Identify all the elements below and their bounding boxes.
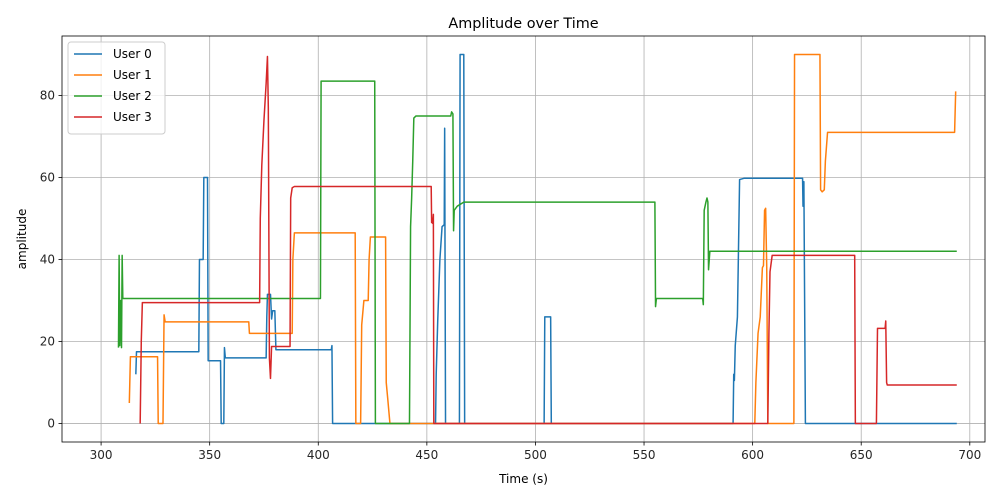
chart-title: Amplitude over Time [448, 16, 598, 32]
y-axis-ticks: 0 20 40 60 80 [40, 88, 62, 431]
y-axis-label: amplitude [15, 209, 29, 270]
x-tick-label: 550 [633, 448, 656, 462]
y-tick-label: 0 [47, 417, 55, 431]
series-line-user-3 [139, 55, 957, 425]
y-tick-label: 40 [40, 253, 55, 267]
series-line-user-2 [117, 80, 957, 425]
plot-frame [61, 35, 986, 443]
legend-label: User 3 [113, 110, 152, 124]
legend-label: User 2 [113, 89, 152, 103]
x-tick-label: 300 [90, 448, 113, 462]
x-tick-label: 700 [958, 448, 981, 462]
legend-label: User 0 [113, 47, 152, 61]
y-tick-label: 60 [40, 170, 55, 184]
x-tick-label: 350 [198, 448, 221, 462]
x-axis-ticks: 300 350 400 450 500 550 600 650 700 [90, 442, 981, 462]
x-tick-label: 500 [524, 448, 547, 462]
series-layer [117, 53, 957, 425]
x-tick-label: 650 [850, 448, 873, 462]
x-axis-label: Time (s) [498, 472, 548, 486]
x-tick-label: 450 [415, 448, 438, 462]
series-line-user-0 [135, 53, 957, 425]
legend: User 0 User 1 User 2 User 3 [67, 41, 166, 135]
x-tick-label: 400 [307, 448, 330, 462]
y-tick-label: 20 [40, 335, 55, 349]
series-line-user-1 [128, 53, 957, 425]
y-tick-label: 80 [40, 88, 55, 102]
legend-box [67, 41, 166, 135]
x-tick-label: 600 [741, 448, 764, 462]
plot-background [62, 36, 985, 442]
legend-label: User 1 [113, 68, 152, 82]
